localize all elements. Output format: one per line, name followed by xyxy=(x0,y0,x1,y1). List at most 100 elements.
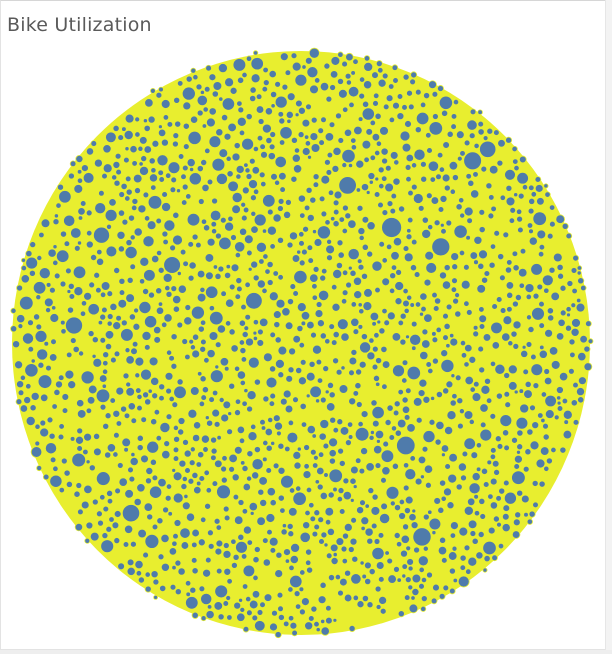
bubble xyxy=(123,412,131,420)
bubble-large xyxy=(412,527,432,547)
bubble xyxy=(240,214,248,222)
bubble xyxy=(478,226,486,234)
bubble xyxy=(373,444,383,455)
bubble xyxy=(478,306,485,313)
bubble xyxy=(480,165,488,173)
bubble xyxy=(98,190,105,197)
bubble xyxy=(570,302,577,309)
bubble xyxy=(172,532,179,540)
bubble xyxy=(250,423,257,431)
bubble xyxy=(442,584,450,592)
bubble xyxy=(305,548,313,556)
bubble xyxy=(353,125,363,136)
bubble xyxy=(384,182,394,193)
bubble xyxy=(503,390,511,398)
bubble xyxy=(502,231,510,239)
bubble xyxy=(505,184,513,192)
bubble xyxy=(162,272,173,283)
bubble xyxy=(106,489,114,497)
bubble xyxy=(299,569,306,576)
bubble xyxy=(348,356,358,366)
bubble xyxy=(378,182,385,190)
bubble xyxy=(340,365,346,371)
bubble xyxy=(347,265,353,271)
bubble xyxy=(410,71,418,79)
bubble xyxy=(80,164,89,173)
bubble xyxy=(196,165,204,173)
bubble xyxy=(391,462,399,470)
bubble xyxy=(392,77,399,84)
bubble xyxy=(199,89,205,95)
bubble xyxy=(512,264,520,272)
bubble xyxy=(438,166,446,173)
bubble xyxy=(245,113,253,121)
bubble xyxy=(559,284,567,292)
bubble xyxy=(246,475,253,482)
bubble xyxy=(553,414,560,421)
bubble xyxy=(128,313,136,321)
bubble xyxy=(133,227,143,237)
bubble xyxy=(328,121,336,129)
bubble xyxy=(348,101,355,109)
bubble xyxy=(150,418,158,426)
bubble xyxy=(287,530,295,538)
bubble xyxy=(172,492,184,504)
bubble xyxy=(289,283,297,290)
bubble xyxy=(180,173,187,180)
bubble xyxy=(495,495,502,502)
bubble xyxy=(360,525,366,532)
bubble xyxy=(30,446,43,458)
bubble xyxy=(206,604,213,610)
bubble xyxy=(115,386,125,396)
bubble xyxy=(338,508,346,515)
bubble xyxy=(208,305,216,312)
bubble xyxy=(541,274,554,287)
bubble xyxy=(363,61,374,72)
bubble xyxy=(303,463,310,470)
bubble xyxy=(303,204,311,212)
bubble xyxy=(14,360,24,370)
bubble xyxy=(557,272,565,280)
bubble xyxy=(237,76,245,84)
bubble xyxy=(374,286,381,294)
bubble xyxy=(120,319,128,327)
bubble xyxy=(99,336,107,344)
bubble xyxy=(435,326,442,334)
bubble xyxy=(543,183,549,189)
bubble xyxy=(446,130,454,138)
bubble xyxy=(235,277,243,285)
bubble xyxy=(393,504,402,512)
bubble xyxy=(208,73,217,82)
bubble xyxy=(86,230,93,237)
bubble xyxy=(370,399,378,407)
bubble xyxy=(523,511,529,518)
bubble xyxy=(214,364,220,370)
bubble xyxy=(236,370,247,380)
bubble xyxy=(467,179,475,187)
vertical-scrollbar[interactable] xyxy=(605,0,612,650)
bubble xyxy=(231,191,243,204)
bubble xyxy=(227,180,239,193)
bubble xyxy=(562,409,573,420)
bubble xyxy=(477,345,485,353)
bubble xyxy=(326,402,336,412)
bubble xyxy=(473,510,481,517)
bubble xyxy=(381,383,388,390)
bubble xyxy=(200,394,207,401)
bubble xyxy=(159,421,171,434)
bubble xyxy=(76,169,83,175)
bubble xyxy=(406,423,416,433)
bubble xyxy=(324,506,335,517)
bubble xyxy=(66,289,72,294)
bubble xyxy=(137,576,145,584)
bubble xyxy=(405,153,415,163)
bubble xyxy=(349,537,358,546)
bubble xyxy=(246,390,257,401)
bubble xyxy=(191,349,201,359)
bubble xyxy=(471,472,481,482)
bubble xyxy=(223,132,232,141)
bubble xyxy=(332,552,338,558)
bubble xyxy=(411,587,420,597)
bubble xyxy=(219,216,227,224)
